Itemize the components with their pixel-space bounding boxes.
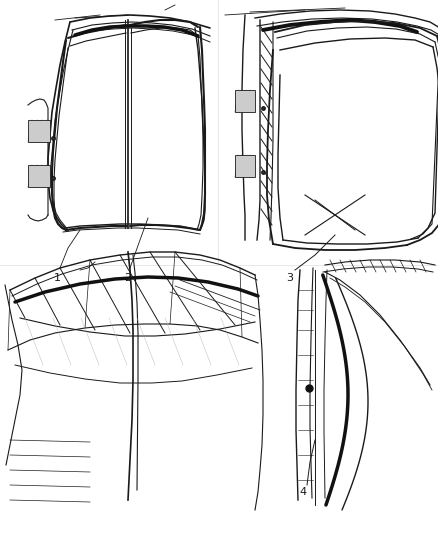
Bar	[235, 155, 255, 177]
Text: 3: 3	[286, 273, 293, 283]
Bar	[235, 90, 255, 112]
Bar	[28, 165, 50, 187]
Text: 4: 4	[300, 487, 307, 497]
Bar	[28, 120, 50, 142]
Text: 2: 2	[124, 273, 131, 283]
Text: 1: 1	[53, 273, 60, 283]
